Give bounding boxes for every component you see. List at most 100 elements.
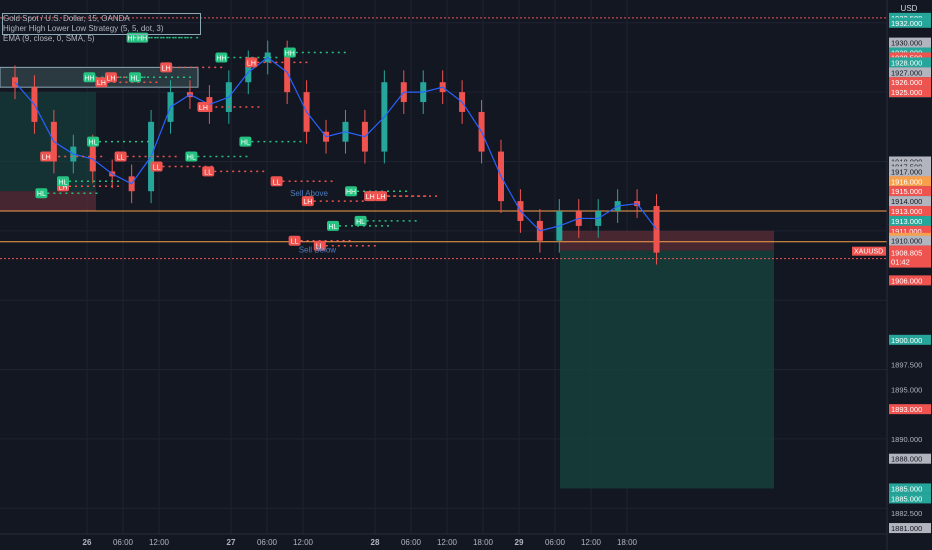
price-tick-label: 1926.000	[891, 78, 922, 87]
swing-label-bg	[126, 32, 139, 43]
swing-label-text: HL	[59, 179, 68, 186]
swing-label: HL	[35, 188, 102, 199]
swing-label-bg	[345, 186, 357, 197]
swing-label: LL	[114, 151, 181, 162]
symbol-tag-bg	[852, 246, 886, 256]
price-tick-label: 1888.000	[891, 455, 922, 464]
indicator-hhll[interactable]: Higher High Lower Low Strategy (5, 5, do…	[3, 24, 164, 33]
swing-label-text: HH	[346, 189, 356, 196]
swing-label-text: LL	[316, 244, 324, 251]
time-tick-label: 06:00	[545, 538, 566, 547]
price-tick-label: 1913.000	[891, 217, 922, 226]
swing-label-text: LH	[42, 155, 51, 162]
swing-label: LH	[160, 62, 227, 73]
swing-label-text: LL	[117, 155, 125, 162]
time-tick-label: 06:00	[113, 538, 134, 547]
price-tick-bg	[889, 404, 931, 415]
price-tick-label: 1881.000	[891, 524, 922, 533]
price-tick-label: 1910.000	[891, 237, 922, 246]
currency-label: USD	[901, 4, 918, 13]
swing-label: LL	[313, 240, 380, 251]
swing-label-bg	[364, 191, 377, 202]
current-price-tag	[889, 247, 931, 268]
price-tick-label: 1900.000	[891, 336, 922, 345]
swing-label-bg	[202, 166, 215, 177]
swing-label: LL	[270, 176, 337, 187]
swing-label: HL	[354, 215, 421, 226]
time-tick-label: 12:00	[581, 538, 602, 547]
time-tick-label: 12:00	[149, 538, 170, 547]
legend-box	[2, 13, 201, 35]
swing-label: HH	[136, 32, 203, 43]
price-tick-bg	[889, 334, 931, 345]
swing-label-bg	[288, 235, 301, 246]
swing-label-text: LH	[377, 194, 386, 201]
price-tick-label: 1928.000	[891, 58, 922, 67]
swing-label-text: HH	[216, 55, 226, 62]
swing-label: LL	[150, 161, 217, 172]
time-tick-label: 12:00	[437, 538, 458, 547]
price-tick-label: 1897.500	[891, 361, 922, 370]
swing-label-text: LH	[59, 184, 68, 191]
swing-label: LH	[40, 151, 107, 162]
swing-label-text: LL	[291, 239, 299, 246]
ema-line	[14, 56, 657, 232]
swing-label-bg	[35, 188, 48, 199]
swing-label: HL	[129, 72, 195, 83]
swing-label-text: LH	[162, 65, 171, 72]
time-tick-label: 28	[371, 538, 380, 547]
swing-label-text: HH	[137, 36, 147, 43]
indicator-ema[interactable]: EMA (9, close, 0, SMA, 5)	[3, 34, 95, 43]
price-tick-bg	[889, 17, 931, 28]
swing-label: LH	[105, 72, 171, 83]
swing-label-text: HL	[356, 219, 365, 226]
price-tick-bg	[889, 216, 931, 227]
price-tick-bg	[889, 225, 931, 236]
time-tick-label: 27	[227, 538, 236, 547]
price-tick-bg	[889, 166, 931, 177]
price-tick-label: 1890.000	[891, 435, 922, 444]
swing-label-bg	[150, 161, 163, 172]
price-tick-bg	[889, 67, 931, 78]
swing-label-bg	[239, 136, 252, 147]
swing-label-bg	[327, 220, 339, 231]
swing-label: HL	[57, 176, 123, 187]
swing-label-text: LH	[107, 75, 116, 82]
price-tick-bg	[889, 196, 931, 207]
signal-annotation: Sell Below	[299, 246, 337, 255]
swing-label: HL	[327, 220, 393, 231]
swing-label-text: LH	[303, 199, 312, 206]
swing-label: HL	[87, 136, 153, 147]
swing-label: LH	[301, 196, 368, 207]
swing-label: LH	[364, 191, 431, 202]
zone-box-left-red	[0, 191, 96, 212]
time-tick-label: 06:00	[401, 538, 422, 547]
current-price-value: 1908.805	[891, 249, 922, 258]
swing-label-bg	[245, 57, 258, 68]
price-tick-label: 1930.000	[891, 39, 922, 48]
swing-label-bg	[313, 240, 326, 251]
symbol-title[interactable]: Gold Spot / U.S. Dollar, 15, OANDA	[3, 14, 130, 23]
time-tick-label: 26	[83, 538, 92, 547]
swing-label-text: HH	[84, 75, 94, 82]
swing-label-bg	[83, 72, 96, 83]
swing-label-text: HL	[131, 75, 140, 82]
price-tick-label: 1911.000	[891, 227, 922, 236]
time-tick-label: 06:00	[257, 538, 278, 547]
swing-label-text: LH	[366, 194, 375, 201]
swing-label-text: HL	[241, 140, 250, 147]
price-tick-bg	[889, 77, 931, 88]
price-tick-label: 1914.000	[891, 197, 922, 206]
swing-label-bg	[40, 151, 53, 162]
swing-label: LH	[197, 101, 264, 112]
position-box-target	[560, 250, 774, 489]
swing-label-text: HL	[187, 155, 196, 162]
swing-label: HL	[185, 151, 252, 162]
swing-label: LL	[202, 166, 269, 177]
swing-label-bg	[375, 191, 387, 202]
price-tick-bg	[889, 275, 931, 286]
price-tick-bg	[889, 483, 931, 494]
swing-label: HH	[126, 32, 193, 43]
swing-label: LH	[245, 57, 312, 68]
